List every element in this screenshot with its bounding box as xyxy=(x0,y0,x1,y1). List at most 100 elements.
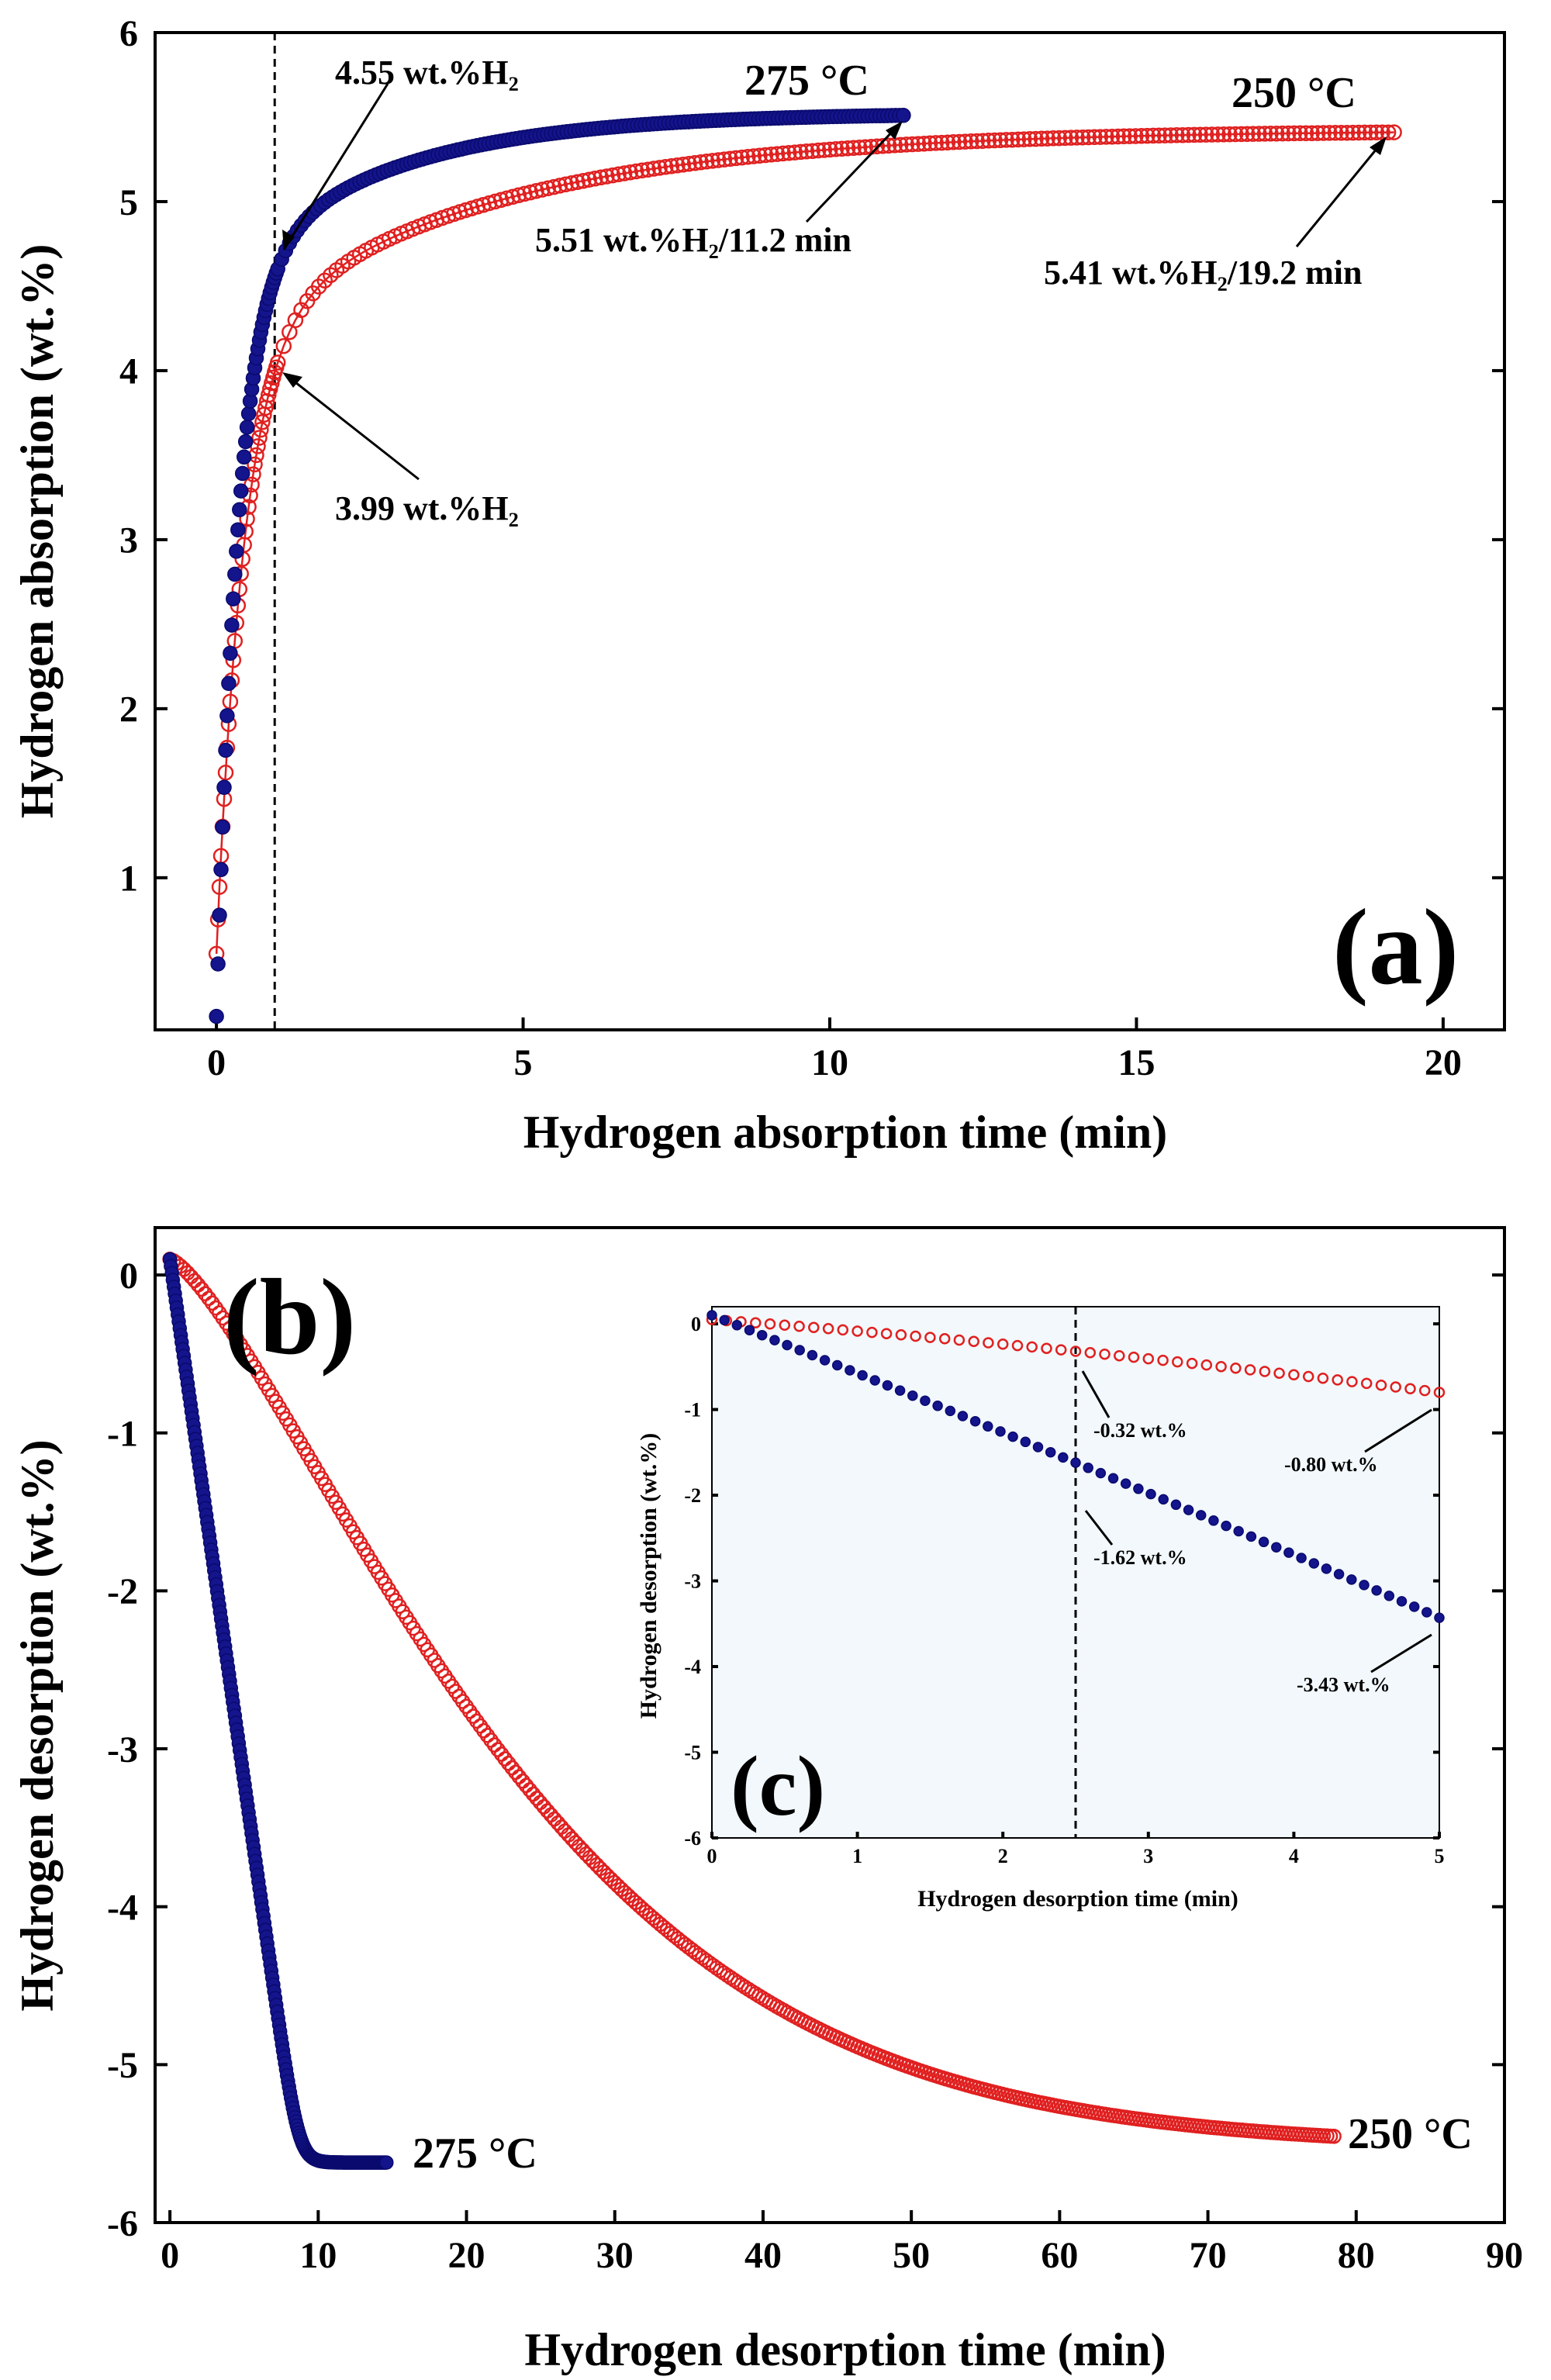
x-tick-label: 80 xyxy=(1338,2235,1375,2276)
y-axis-title-c: Hydrogen desorption (wt.%) xyxy=(636,1433,662,1719)
series-250C-a-point xyxy=(211,879,228,895)
series-250C-a-point xyxy=(1321,125,1338,141)
series-250C-a-point xyxy=(1263,126,1279,142)
series-275C-c-point xyxy=(1058,1452,1069,1463)
series-250C-a-point xyxy=(616,165,633,181)
series-250C-a-point xyxy=(740,149,756,165)
series-250C-a-point xyxy=(1192,126,1208,143)
series-275C-a-point xyxy=(237,434,254,450)
y-tick-label: -1 xyxy=(107,1414,138,1455)
series-250C-a-point xyxy=(939,134,956,150)
series-250C-a-point xyxy=(516,185,533,202)
arrow-blue-ref-c xyxy=(1084,1510,1114,1546)
series-250C-a-point xyxy=(1074,129,1091,146)
series-250C-b-point xyxy=(571,1839,587,1854)
series-275C-c-point xyxy=(945,1405,956,1417)
series-250C-a-point xyxy=(1128,128,1144,144)
series-275C-a-point xyxy=(223,645,238,661)
series-250C-a-point xyxy=(722,150,738,168)
series-275C-c-point xyxy=(969,1415,981,1427)
panel-label-c: (c) xyxy=(731,1739,825,1833)
x-tick-label: 5 xyxy=(1435,1845,1445,1867)
series-275C-a-point xyxy=(210,956,226,972)
series-250C-c-point xyxy=(953,1334,965,1346)
annotation-blue-end-c: -3.43 wt.% xyxy=(1297,1674,1390,1696)
series-275C-c-point xyxy=(1183,1504,1194,1515)
series-250C-a-point xyxy=(1221,126,1238,143)
x-tick-label: 20 xyxy=(448,2235,485,2276)
series-250C-b-point xyxy=(547,1811,562,1827)
series-250C-a-point xyxy=(261,386,277,403)
series-250C-a-point xyxy=(558,176,574,193)
series-250C-a-point xyxy=(522,184,539,201)
series-250C-a-point xyxy=(834,140,850,157)
series-250C-a-point xyxy=(1033,130,1050,147)
y-tick-label: -2 xyxy=(684,1484,701,1507)
series-250C-a-point xyxy=(951,133,968,150)
series-250C-b-point xyxy=(536,1799,552,1815)
series-250C-a-point xyxy=(927,135,944,151)
series-250C-c-point xyxy=(1433,1387,1446,1398)
series-250C-a-point xyxy=(1280,125,1297,142)
x-tick-label: 5 xyxy=(514,1042,533,1083)
series-250C-b-point xyxy=(568,1835,583,1850)
series-250C-a-point xyxy=(657,159,674,175)
x-tick-label: 70 xyxy=(1190,2235,1227,2276)
series-250C-a-point xyxy=(969,133,985,150)
y-tick-label: -5 xyxy=(684,1742,701,1764)
series-250C-a-point xyxy=(669,157,686,174)
series-275C-c-point xyxy=(907,1390,918,1401)
annotation-temp-250-a: 250 °C xyxy=(1231,69,1356,117)
arrowhead-blue-ref-a xyxy=(282,230,295,250)
series-250C-a-point xyxy=(1010,131,1027,148)
series-275C-a-point xyxy=(219,708,235,724)
tick-labels-a: 0 5 10 15 20 1 2 3 4 5 6 xyxy=(119,13,1462,1083)
series-275C-c-point xyxy=(744,1325,755,1335)
series-250C-a-point xyxy=(634,162,651,179)
series-250C-b-point xyxy=(183,1269,199,1285)
series-250C-a-point xyxy=(804,143,820,159)
arrowhead-red-end-a xyxy=(1370,136,1387,155)
series-250C-c-point xyxy=(779,1319,791,1332)
series-250C-a-point xyxy=(1204,126,1221,143)
x-tick-label: 4 xyxy=(1289,1845,1299,1867)
y-tick-label: -2 xyxy=(107,1571,138,1612)
series-275C-c-point xyxy=(957,1411,969,1421)
series-275C-c-point xyxy=(1408,1601,1420,1612)
series-275C-c-point xyxy=(920,1395,931,1406)
series-250C-a-point xyxy=(916,135,932,152)
series-250C-c-point xyxy=(793,1321,805,1332)
series-275C-a-point xyxy=(229,544,244,559)
x-tick-label: 90 xyxy=(1486,2235,1523,2276)
series-250C-a-point xyxy=(575,172,592,189)
x-tick-label: 40 xyxy=(744,2235,782,2276)
series-250C-c-point xyxy=(866,1326,878,1339)
series-250C-c-point xyxy=(1069,1345,1082,1357)
panel-b: 0 10 20 30 40 50 60 70 80 900-1-2-3-4-5-6 Hydroge… xyxy=(12,1226,1523,2375)
series-250C-a-point xyxy=(247,456,263,473)
series-c xyxy=(706,1310,1446,1623)
series-250C-c-point xyxy=(983,1337,994,1349)
y-tick-label: 4 xyxy=(119,351,138,392)
series-275C-c-point xyxy=(1221,1520,1231,1532)
annotation-red-end-a: 5.41 wt.%H₂/19.2 min xyxy=(1044,254,1362,292)
series-a xyxy=(208,108,1402,1024)
y-tick-label: -3 xyxy=(684,1570,701,1593)
series-250C-c-point xyxy=(1288,1369,1300,1381)
series-250C-a-point xyxy=(604,167,621,184)
series-250C-a-point xyxy=(487,193,503,210)
series-250C-a-point xyxy=(1215,126,1232,143)
series-250C-c-point xyxy=(837,1324,849,1336)
annotation-blue-end-a: 5.51 wt.%H₂/11.2 min xyxy=(535,221,851,259)
x-tick-label: 10 xyxy=(299,2235,337,2276)
series-250C-c-point xyxy=(968,1335,979,1348)
series-250C-a-point xyxy=(745,148,762,164)
series-275C-c-point xyxy=(1321,1563,1332,1574)
series-250C-b-point xyxy=(522,1782,537,1798)
series-250C-a-point xyxy=(275,337,292,354)
series-275C-c-point xyxy=(857,1370,868,1381)
arrow-blue-ref-a xyxy=(282,83,389,250)
series-250C-a-point xyxy=(1104,128,1121,145)
series-250C-a-point xyxy=(251,430,268,446)
series-250C-a-point xyxy=(975,133,991,149)
